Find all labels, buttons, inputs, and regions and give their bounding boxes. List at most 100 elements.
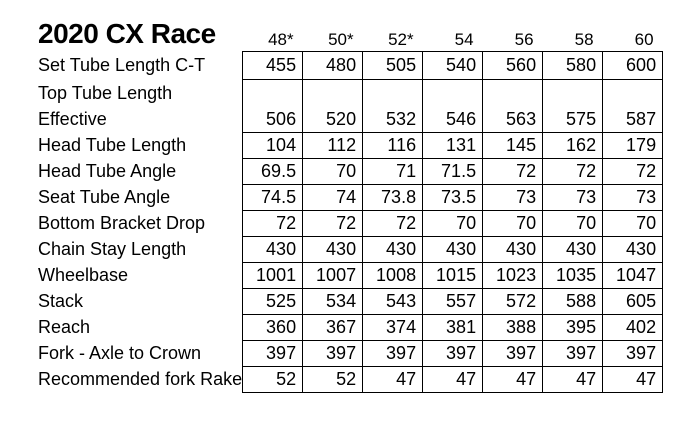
geometry-value-cell: 430	[302, 235, 364, 263]
row-label: Head Tube Length	[38, 134, 187, 155]
geometry-value-cell: 1001	[242, 261, 304, 289]
geometry-value-cell: 397	[482, 339, 544, 367]
geometry-value-cell: 69.5	[242, 157, 304, 185]
geometry-value-cell: 430	[482, 235, 544, 263]
geometry-value-cell: 575	[542, 78, 604, 133]
geometry-value-cell: 74.5	[242, 183, 304, 211]
geometry-value-cell: 52	[242, 365, 304, 393]
geometry-value-cell: 397	[602, 339, 664, 367]
geometry-value-cell: 397	[362, 339, 424, 367]
geometry-value-cell: 381	[422, 313, 484, 341]
geometry-value-cell: 71.5	[422, 157, 484, 185]
geometry-value-cell: 47	[362, 365, 424, 393]
geometry-value-cell: 580	[542, 50, 604, 80]
geometry-value-cell: 587	[602, 78, 664, 133]
geometry-value-cell: 179	[602, 131, 664, 159]
geometry-value-cell: 1007	[302, 261, 364, 289]
geometry-value-cell: 71	[362, 157, 424, 185]
geometry-value-cell: 388	[482, 313, 544, 341]
geometry-value-cell: 505	[362, 50, 424, 80]
geometry-value-cell: 72	[602, 157, 664, 185]
table-row: Head Tube Angle 69.5 70 71 71.5 72 72 72	[38, 157, 664, 185]
geometry-value-cell: 70	[302, 157, 364, 185]
geometry-value-cell: 47	[602, 365, 664, 393]
geometry-value-cell: 563	[482, 78, 544, 133]
geometry-value-cell: 480	[302, 50, 364, 80]
geometry-value-cell: 1047	[602, 261, 664, 289]
row-label: Seat Tube Angle	[38, 186, 171, 207]
geometry-value-cell: 74	[302, 183, 364, 211]
geometry-value-cell: 397	[422, 339, 484, 367]
geometry-value-cell: 73.5	[422, 183, 484, 211]
geometry-value-cell: 70	[602, 209, 664, 237]
row-label: Set Tube Length C-T	[38, 54, 206, 75]
table-row: Seat Tube Angle 74.5 74 73.8 73.5 73 73 73	[38, 183, 664, 211]
row-label-line: Top Tube Length	[38, 82, 173, 103]
geometry-value-cell: 397	[542, 339, 604, 367]
geometry-value-cell: 572	[482, 287, 544, 315]
row-label: Head Tube Angle	[38, 160, 177, 181]
size-header: 52*	[388, 29, 414, 49]
geometry-value-cell: 430	[242, 235, 304, 263]
row-label: Wheelbase	[38, 264, 129, 285]
table-row: Bottom Bracket Drop 72 72 72 70 70 70 70	[38, 209, 664, 237]
size-header: 54	[454, 29, 474, 49]
size-header: 50*	[328, 29, 354, 49]
geometry-value-cell: 506	[242, 78, 304, 133]
size-header: 48*	[268, 29, 294, 49]
row-label: Recommended fork Rake	[38, 368, 243, 389]
row-label: Stack	[38, 290, 84, 311]
geometry-value-cell: 70	[542, 209, 604, 237]
geometry-value-cell: 397	[242, 339, 304, 367]
row-label: Reach	[38, 316, 91, 337]
table-row: Top Tube Length Effective 506 520 532 546 563 5…	[38, 78, 664, 133]
geometry-value-cell: 70	[422, 209, 484, 237]
geometry-value-cell: 430	[542, 235, 604, 263]
geometry-value-cell: 455	[242, 50, 304, 80]
geometry-value-cell: 162	[542, 131, 604, 159]
geometry-value-cell: 72	[242, 209, 304, 237]
geometry-value-cell: 52	[302, 365, 364, 393]
geometry-value-cell: 73.8	[362, 183, 424, 211]
geometry-value-cell: 540	[422, 50, 484, 80]
geometry-value-cell: 605	[602, 287, 664, 315]
geometry-table: 48* 50* 52* 54 56 58 60 Set Tube Length C-T 455…	[38, 27, 664, 393]
row-label: Bottom Bracket Drop	[38, 212, 206, 233]
geometry-value-cell: 402	[602, 313, 664, 341]
geometry-value-cell: 47	[422, 365, 484, 393]
table-row: Wheelbase 1001 1007 1008 1015 1023 1035 1047	[38, 261, 664, 289]
row-label: Top Tube Length Effective	[38, 79, 243, 132]
geometry-value-cell: 116	[362, 131, 424, 159]
table-row: Stack 525 534 543 557 572 588 605	[38, 287, 664, 315]
geometry-value-cell: 73	[602, 183, 664, 211]
table-row: Set Tube Length C-T 455 480 505 540 560 580 600	[38, 50, 664, 80]
geometry-value-cell: 588	[542, 287, 604, 315]
geometry-value-cell: 546	[422, 78, 484, 133]
geometry-value-cell: 600	[602, 50, 664, 80]
geometry-value-cell: 1023	[482, 261, 544, 289]
geometry-value-cell: 520	[302, 78, 364, 133]
geometry-value-cell: 525	[242, 287, 304, 315]
geometry-value-cell: 73	[482, 183, 544, 211]
geometry-value-cell: 534	[302, 287, 364, 315]
geometry-value-cell: 1015	[422, 261, 484, 289]
geometry-value-cell: 360	[242, 313, 304, 341]
geometry-value-cell: 72	[362, 209, 424, 237]
geometry-value-cell: 131	[422, 131, 484, 159]
geometry-value-cell: 557	[422, 287, 484, 315]
row-label: Chain Stay Length	[38, 238, 187, 259]
geometry-value-cell: 72	[302, 209, 364, 237]
row-label-line: Effective	[38, 108, 107, 129]
header-spacer	[38, 27, 243, 51]
geometry-value-cell: 1035	[542, 261, 604, 289]
table-row: Head Tube Length 104 112 116 131 145 162 179	[38, 131, 664, 159]
geometry-value-cell: 367	[302, 313, 364, 341]
geometry-value-cell: 70	[482, 209, 544, 237]
geometry-value-cell: 47	[482, 365, 544, 393]
geometry-value-cell: 145	[482, 131, 544, 159]
table-row: Fork - Axle to Crown 397 397 397 397 397 397 39…	[38, 339, 664, 367]
geometry-value-cell: 430	[602, 235, 664, 263]
geometry-value-cell: 397	[302, 339, 364, 367]
page-title: 2020 CX Race	[38, 18, 216, 49]
